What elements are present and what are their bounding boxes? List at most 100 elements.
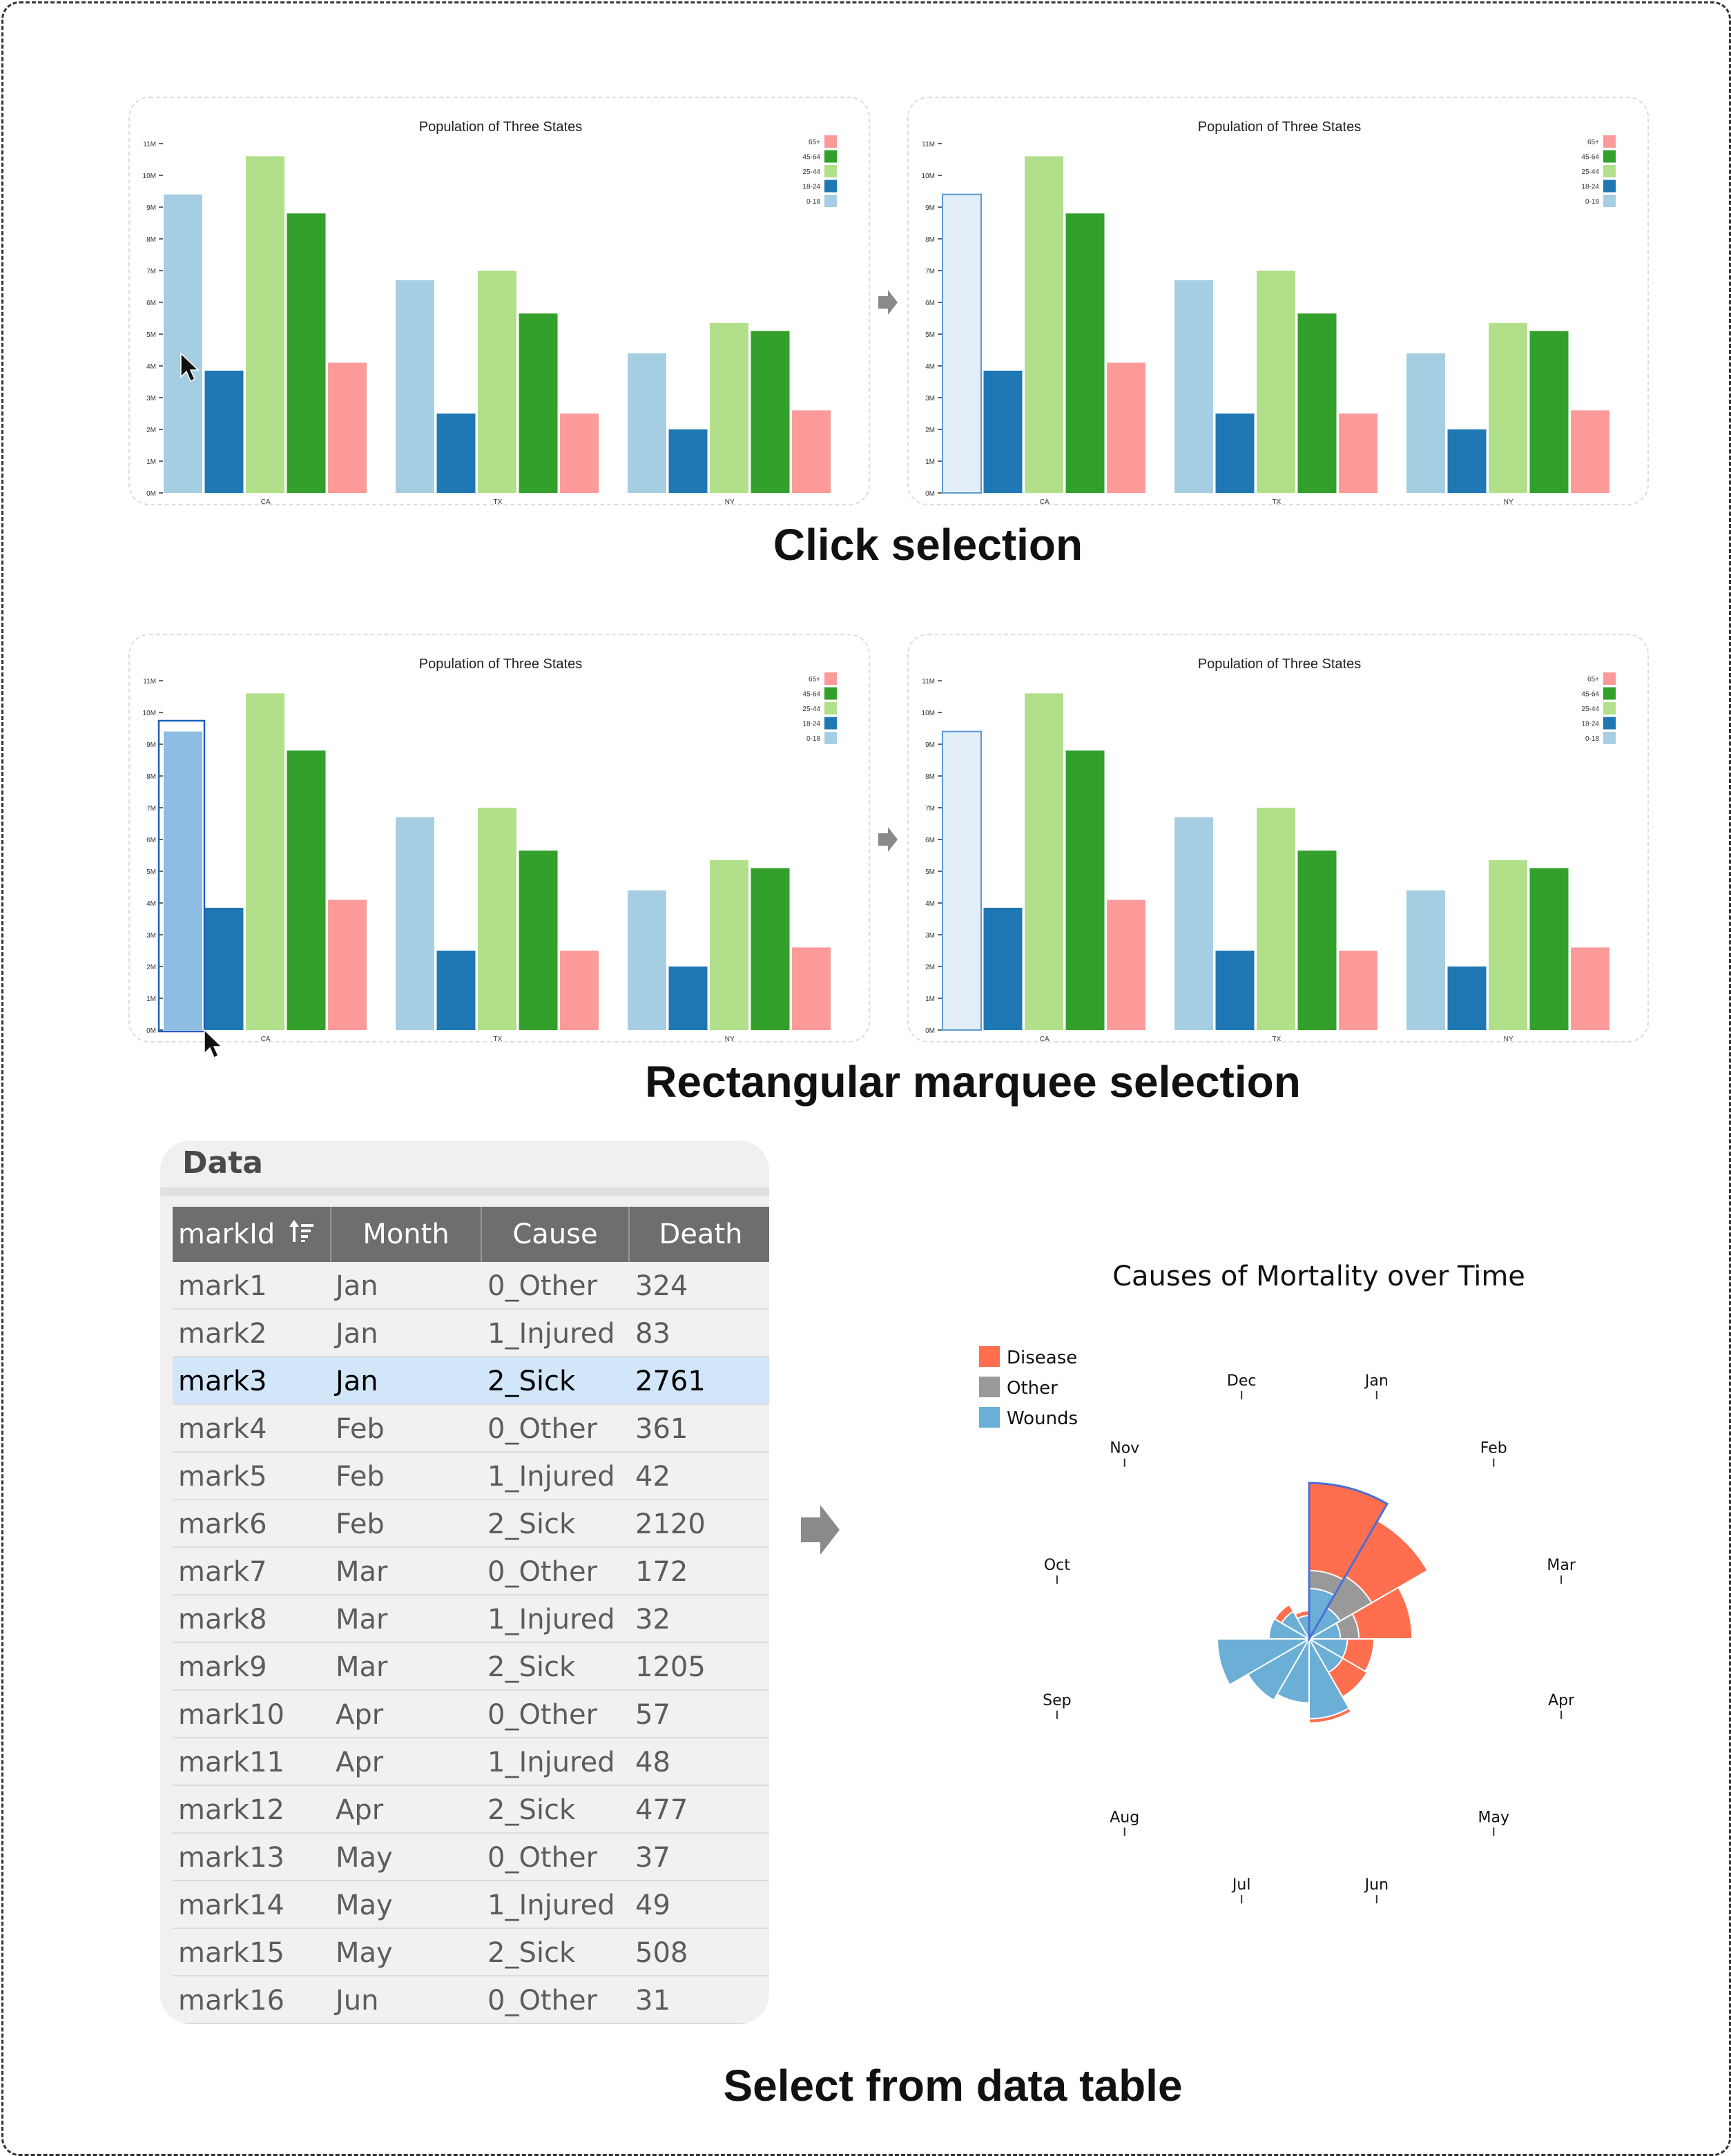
column-header-cause[interactable]: Cause: [482, 1207, 630, 1262]
bar-18-24-TX[interactable]: [1215, 414, 1255, 493]
bar-45-64-CA[interactable]: [287, 750, 326, 1030]
bar-45-64-CA[interactable]: [1065, 213, 1105, 493]
month-label: Dec: [1227, 1372, 1257, 1390]
column-header-month[interactable]: Month: [331, 1207, 482, 1262]
bar-65+-TX[interactable]: [1339, 414, 1377, 493]
column-header-death[interactable]: Death: [659, 1218, 743, 1250]
wedge-wounds-Nov[interactable]: [1280, 1610, 1311, 1641]
bar-0-18-NY[interactable]: [628, 353, 666, 493]
bar-65+-NY[interactable]: [792, 947, 831, 1030]
bar-25-44-CA[interactable]: [246, 693, 284, 1030]
table-row[interactable]: mark13 May 0_Other 37: [173, 1834, 769, 1881]
bar-0-18-NY[interactable]: [1406, 353, 1445, 493]
bar-45-64-NY[interactable]: [1529, 868, 1569, 1030]
bar-18-24-CA[interactable]: [983, 370, 1023, 493]
y-tick-label: 2M: [146, 964, 156, 971]
bar-25-44-CA[interactable]: [1025, 693, 1063, 1030]
legend-swatch: [979, 1377, 1000, 1397]
sort-ascending-icon[interactable]: [288, 1208, 316, 1263]
bar-0-18-TX[interactable]: [1174, 817, 1213, 1030]
bar-65+-NY[interactable]: [1571, 410, 1609, 493]
bar-65+-CA[interactable]: [328, 900, 367, 1030]
table-cell-markid: mark16: [178, 1985, 284, 2017]
y-tick-label: 5M: [925, 868, 935, 876]
bar-25-44-NY[interactable]: [1489, 860, 1527, 1030]
table-row[interactable]: mark9 Mar 2_Sick 1205: [173, 1643, 769, 1691]
bar-18-24-TX[interactable]: [436, 414, 476, 493]
table-row[interactable]: mark11 Apr 1_Injured 48: [173, 1738, 769, 1786]
cursor-arrow-icon: [204, 1029, 223, 1059]
bar-18-24-CA[interactable]: [983, 907, 1023, 1030]
table-row[interactable]: mark12 Apr 2_Sick 477: [173, 1786, 769, 1834]
bar-0-18-CA[interactable]: [164, 731, 202, 1030]
wedge-wounds-Sep[interactable]: [1217, 1638, 1312, 1686]
bar-18-24-NY[interactable]: [1447, 429, 1487, 493]
bar-45-64-NY[interactable]: [751, 868, 790, 1030]
table-row[interactable]: mark6 Feb 2_Sick 2120: [173, 1500, 769, 1548]
bar-45-64-TX[interactable]: [1297, 851, 1337, 1030]
bar-25-44-TX[interactable]: [1257, 808, 1295, 1030]
table-cell-month: Jan: [336, 1270, 378, 1302]
table-row[interactable]: mark8 Mar 1_Injured 32: [173, 1595, 769, 1643]
bar-0-18-TX[interactable]: [396, 280, 434, 493]
bar-25-44-NY[interactable]: [1489, 322, 1527, 493]
y-tick-label: 0M: [925, 490, 935, 498]
table-row[interactable]: mark4 Feb 0_Other 361: [173, 1405, 769, 1453]
column-header-markid[interactable]: markId: [173, 1207, 331, 1262]
bar-65+-CA[interactable]: [328, 362, 367, 493]
bar-45-64-TX[interactable]: [1297, 313, 1337, 493]
legend-swatch: [824, 179, 837, 193]
bar-0-18-NY[interactable]: [628, 890, 666, 1030]
bar-45-64-NY[interactable]: [1529, 331, 1569, 493]
table-row[interactable]: mark15 May 2_Sick 508: [173, 1929, 769, 1977]
bar-0-18-TX[interactable]: [1174, 280, 1213, 493]
bar-65+-TX[interactable]: [1339, 951, 1377, 1030]
bar-45-64-CA[interactable]: [287, 213, 326, 493]
bar-18-24-NY[interactable]: [668, 429, 708, 493]
table-row[interactable]: mark10 Apr 0_Other 57: [173, 1691, 769, 1738]
table-row[interactable]: mark1 Jan 0_Other 324: [173, 1262, 769, 1310]
table-row[interactable]: mark16 Jun 0_Other 31: [173, 1977, 769, 2024]
bar-25-44-NY[interactable]: [710, 860, 748, 1030]
table-row[interactable]: mark14 May 1_Injured 49: [173, 1881, 769, 1929]
wedge-wounds-Jun[interactable]: [1308, 1636, 1351, 1720]
bar-25-44-CA[interactable]: [246, 156, 284, 493]
bar-0-18-CA[interactable]: [942, 193, 982, 494]
bar-18-24-NY[interactable]: [1447, 967, 1487, 1030]
x-tick-label: TX: [1272, 498, 1281, 506]
bar-25-44-CA[interactable]: [1025, 156, 1063, 493]
table-row[interactable]: mark3 Jan 2_Sick 2761: [173, 1357, 769, 1405]
bar-18-24-TX[interactable]: [436, 951, 476, 1030]
bar-25-44-TX[interactable]: [1257, 271, 1295, 493]
bar-18-24-CA[interactable]: [204, 370, 244, 493]
y-tick-label: 10M: [922, 710, 935, 717]
y-tick-label: 0M: [146, 1027, 156, 1035]
table-row[interactable]: mark7 Mar 0_Other 172: [173, 1548, 769, 1595]
bar-18-24-CA[interactable]: [204, 907, 244, 1030]
bar-18-24-NY[interactable]: [668, 967, 708, 1030]
bar-45-64-TX[interactable]: [519, 313, 558, 493]
bar-25-44-NY[interactable]: [710, 322, 748, 493]
bar-45-64-CA[interactable]: [1065, 750, 1105, 1030]
y-tick-label: 3M: [925, 395, 935, 402]
bar-18-24-TX[interactable]: [1215, 951, 1255, 1030]
bar-65+-CA[interactable]: [1107, 362, 1145, 493]
table-row[interactable]: mark5 Feb 1_Injured 42: [173, 1453, 769, 1500]
table-cell-cause: 0_Other: [487, 1556, 598, 1588]
bar-25-44-TX[interactable]: [478, 271, 516, 493]
bar-65+-NY[interactable]: [792, 410, 831, 493]
bar-45-64-NY[interactable]: [751, 331, 790, 493]
bar-0-18-NY[interactable]: [1406, 890, 1445, 1030]
month-label: Jul: [1231, 1876, 1251, 1894]
bar-65+-CA[interactable]: [1107, 900, 1145, 1030]
bar-0-18-CA[interactable]: [164, 194, 202, 493]
table-row[interactable]: mark2 Jan 1_Injured 83: [173, 1310, 769, 1357]
bar-0-18-TX[interactable]: [396, 817, 434, 1030]
bar-65+-NY[interactable]: [1571, 947, 1609, 1030]
bar-65+-TX[interactable]: [560, 414, 599, 493]
bar-chart-svg: Population of Three States 0M 1M 2M 3M 4M 5M 6M…: [143, 119, 837, 506]
bar-45-64-TX[interactable]: [519, 851, 558, 1030]
bar-65+-TX[interactable]: [560, 951, 599, 1030]
bar-0-18-CA[interactable]: [942, 730, 982, 1031]
bar-25-44-TX[interactable]: [478, 808, 516, 1030]
